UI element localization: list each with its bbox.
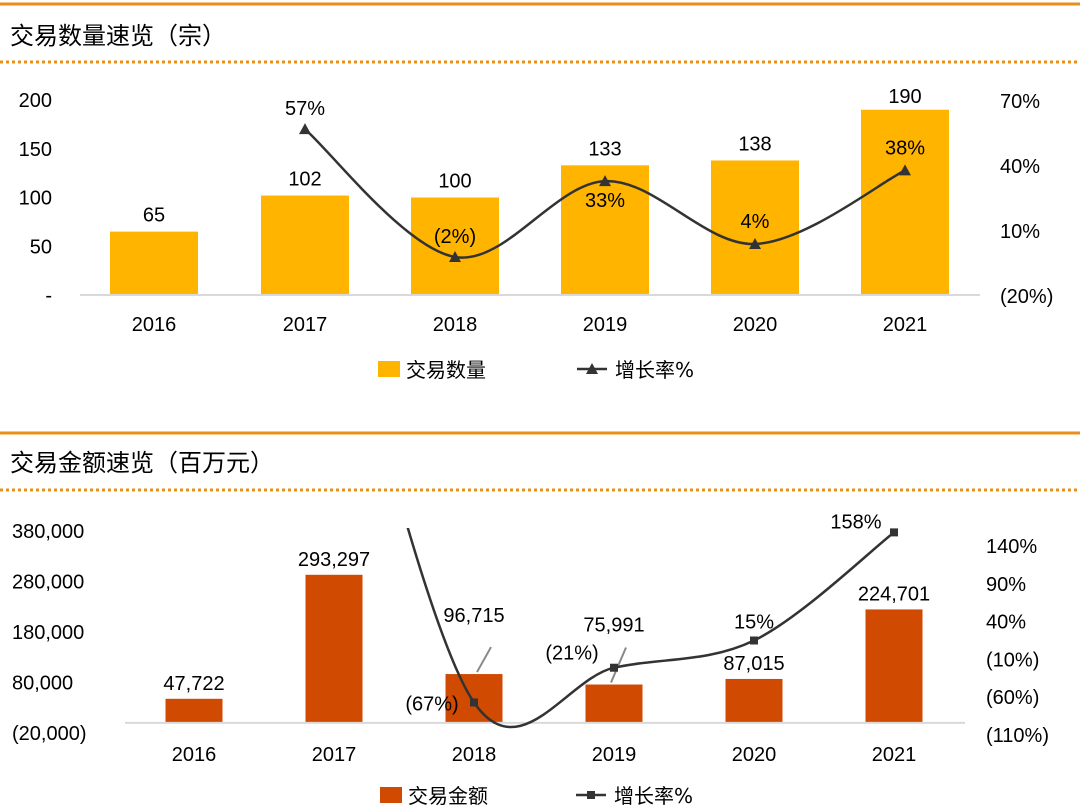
left-axis-tick: 280,000 (12, 572, 84, 594)
growth-rate-label: (2%) (434, 226, 476, 248)
bar (585, 684, 643, 723)
left-axis-tick: 100 (19, 188, 52, 210)
legend-bar-swatch (380, 787, 402, 803)
x-axis-tick: 2016 (132, 314, 177, 336)
leader-line (610, 647, 627, 683)
bar-data-label: 102 (288, 169, 321, 191)
left-axis-tick: (20,000) (12, 723, 87, 745)
growth-rate-label: (67%) (405, 693, 458, 715)
growth-rate-label: 15% (734, 612, 774, 634)
bar (165, 698, 223, 723)
left-axis-tick: - (45, 285, 52, 307)
bar (861, 109, 949, 295)
legend-line-label: 增长率% (614, 784, 693, 807)
growth-rate-label: 38% (885, 137, 925, 159)
left-axis-tick: 380,000 (12, 521, 84, 543)
bar-data-label: 293,297 (298, 549, 370, 571)
legend-bar-swatch (378, 361, 400, 377)
growth-rate-marker (449, 251, 461, 262)
left-axis-tick: 150 (19, 139, 52, 161)
bar-data-label: 224,701 (858, 583, 930, 605)
bar (261, 195, 349, 295)
bar (725, 678, 783, 723)
growth-rate-label: 57% (285, 98, 325, 120)
right-axis-tick: 40% (986, 612, 1026, 634)
bar-data-label: 75,991 (583, 615, 644, 637)
x-axis-tick: 2017 (283, 314, 328, 336)
left-axis-tick: 180,000 (12, 622, 84, 644)
bar-data-label: 47,722 (163, 673, 224, 695)
bar-data-label: 65 (143, 205, 165, 227)
bar-data-label: 87,015 (723, 653, 784, 675)
x-axis-tick: 2019 (592, 744, 637, 766)
left-axis-tick: 50 (30, 236, 52, 258)
bar (305, 574, 363, 723)
right-axis-tick: 90% (986, 574, 1026, 596)
x-axis-tick: 2018 (452, 744, 497, 766)
right-axis-tick: 70% (1000, 91, 1040, 113)
bar (110, 231, 198, 295)
bar-data-label: 133 (588, 138, 621, 160)
x-axis-tick: 2018 (433, 314, 478, 336)
right-axis-tick: 140% (986, 536, 1037, 558)
bar (711, 160, 799, 295)
legend-bar-label: 交易数量 (406, 358, 486, 382)
growth-rate-marker (610, 663, 618, 672)
growth-rate-label: 4% (741, 211, 770, 233)
chart-2: (20,000) 80,000 180,000 280,000 380,000 (110%… (12, 511, 1049, 808)
legend-line-label: 增长率% (615, 358, 694, 382)
right-axis-tick: (20%) (1000, 286, 1053, 308)
growth-rate-marker (299, 123, 311, 135)
right-axis-tick: (110%) (986, 725, 1049, 747)
x-axis-tick: 2016 (172, 744, 217, 766)
legend-triangle-marker (586, 363, 598, 374)
bar (411, 197, 499, 295)
x-axis-tick: 2019 (583, 314, 628, 336)
growth-rate-label: (21%) (545, 643, 598, 665)
bar-data-label: 96,715 (443, 605, 504, 627)
right-axis-tick: (10%) (986, 649, 1039, 671)
legend-bar-label: 交易金额 (408, 784, 488, 807)
right-axis-tick: 40% (1000, 156, 1040, 178)
growth-rate-marker (750, 636, 758, 645)
left-axis-tick: 200 (19, 90, 52, 112)
chart-1-title: 交易数量速览（宗） (10, 22, 226, 50)
growth-rate-marker (470, 698, 478, 707)
growth-rate-marker (890, 528, 898, 537)
growth-rate-marker (749, 238, 761, 249)
left-axis-tick: 80,000 (12, 673, 73, 695)
bar-data-label: 190 (888, 86, 921, 108)
x-axis-tick: 2021 (872, 744, 917, 766)
bar (445, 674, 503, 723)
leader-line (476, 646, 492, 673)
bar-data-label: 138 (738, 133, 771, 155)
x-axis-tick: 2020 (733, 314, 778, 336)
growth-rate-line (406, 528, 895, 729)
bar-data-label: 100 (438, 171, 471, 193)
right-axis-tick: (60%) (986, 687, 1039, 709)
growth-rate-label: 158% (830, 511, 881, 533)
chart-2-title: 交易金额速览（百万元） (10, 449, 274, 477)
chart-1: - 50 100 150 200 (20%) 10% 40% 70% 2016 2017 2018 20… (19, 86, 1054, 382)
x-axis-tick: 2021 (883, 314, 928, 336)
right-axis-tick: 10% (1000, 221, 1040, 243)
legend-square-marker (587, 791, 595, 799)
bar (865, 609, 923, 723)
x-axis-tick: 2020 (732, 744, 777, 766)
x-axis-tick: 2017 (312, 744, 357, 766)
growth-rate-marker (599, 175, 611, 187)
growth-rate-label: 33% (585, 190, 625, 212)
growth-rate-marker (899, 164, 911, 176)
